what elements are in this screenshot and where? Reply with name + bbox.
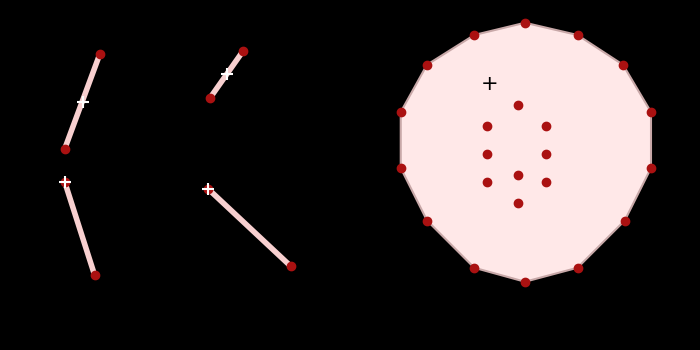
Text: +: + — [481, 74, 499, 94]
Polygon shape — [400, 23, 651, 282]
